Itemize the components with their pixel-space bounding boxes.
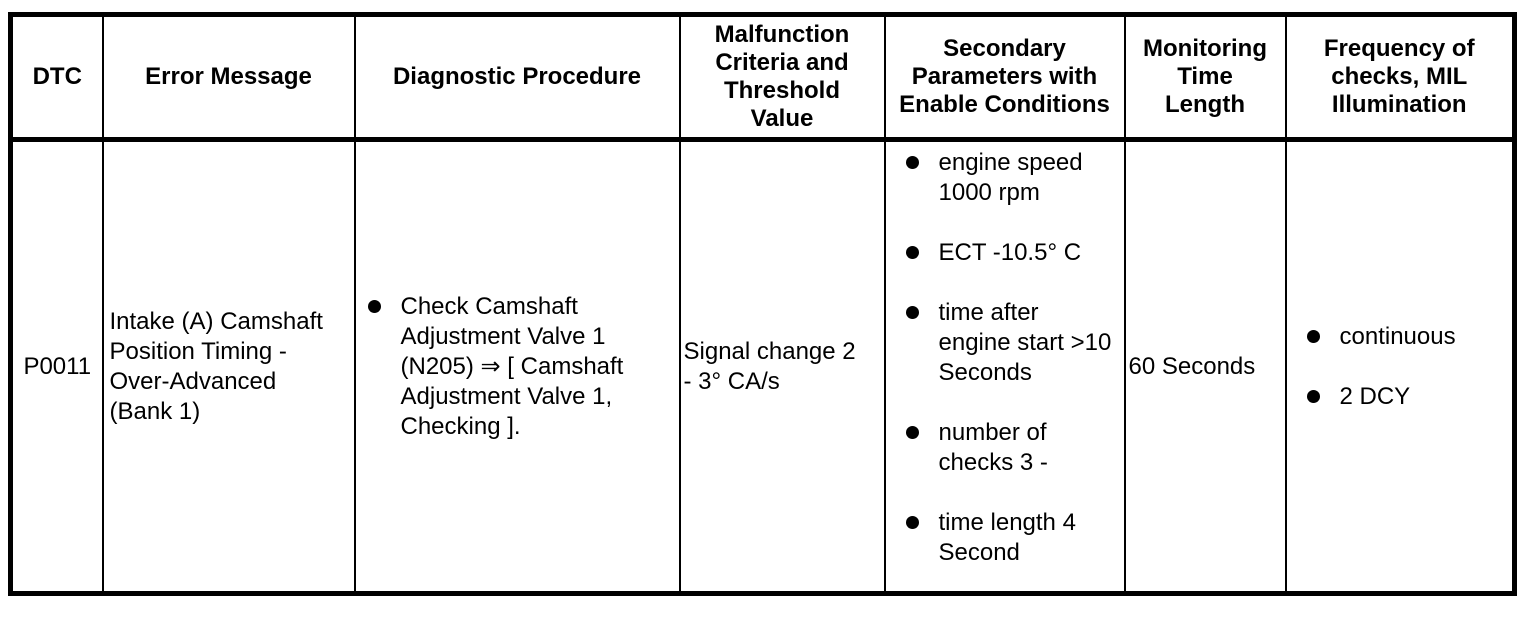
monitoring-time-text: 60 Seconds [1128,352,1256,380]
error-message-text: Intake (A) Camshaft Position Timing - Ov… [109,307,323,425]
cell-dtc: P0011 [11,140,103,594]
bullet-marker [905,516,919,529]
col-header-monitoring-time: Monitoring Time Length [1123,14,1286,142]
secondary-parameter-text: time after engine start >10 Seconds [938,299,1112,386]
col-header-diagnostic-procedure: Diagnostic Procedure [353,14,680,142]
frequency-text: 2 DCY [1339,382,1411,410]
secondary-parameter-text: engine speed 1000 rpm [938,149,1083,206]
bullet-marker [367,299,381,313]
frequency-item: continuous [1306,322,1509,352]
bullet-marker [905,156,919,169]
secondary-parameter-text: time length 4 Second [938,509,1076,566]
malfunction-criteria-text: Signal change 2 - 3° CA/s [683,337,856,395]
col-header-dtc: DTC [10,14,103,142]
bullet-marker [905,306,919,319]
dtc-diagnostic-table: DTC Error Message Diagnostic Procedure M… [8,12,1517,596]
cell-secondary-parameters: engine speed 1000 rpm ECT -10.5° C time … [883,139,1125,594]
cell-frequency-of-checks: continuous 2 DCY [1284,139,1515,594]
cell-diagnostic-procedure: Check Camshaft Adjustment Valve 1 (N205)… [353,139,680,594]
col-header-error-message: Error Message [101,14,355,142]
bullet-marker [905,246,919,259]
frequency-text: continuous [1339,322,1456,350]
cell-monitoring-time: 60 Seconds [1123,139,1286,594]
frequency-item: 2 DCY [1306,382,1509,412]
bullet-marker [1306,329,1320,343]
table-header: DTC Error Message Diagnostic Procedure M… [10,14,1515,142]
bullet-marker [905,426,919,439]
dtc-code: P0011 [23,352,92,380]
secondary-parameter-item: ECT -10.5° C [905,238,1122,268]
secondary-parameter-item: engine speed 1000 rpm [905,148,1122,208]
diagnostic-procedure-text: Check Camshaft Adjustment Valve 1 (N205)… [400,292,624,440]
diagnostic-procedure-item: Check Camshaft Adjustment Valve 1 (N205)… [367,292,675,442]
header-row: DTC Error Message Diagnostic Procedure M… [10,14,1515,142]
secondary-parameter-item: number of checks 3 - [905,418,1122,478]
col-header-malfunction-criteria: Malfunction Criteria and Threshold Value [678,14,885,142]
secondary-parameter-item: time length 4 Second [905,508,1122,568]
secondary-parameter-text: ECT -10.5° C [938,239,1082,266]
cell-malfunction-criteria: Signal change 2 - 3° CA/s [678,139,885,594]
table-body: P0011 Intake (A) Camshaft Position Timin… [11,139,1515,594]
bullet-marker [1306,389,1320,403]
col-header-frequency-of-checks: Frequency of checks, MIL Illumination [1284,14,1515,142]
col-header-secondary-parameters: Secondary Parameters with Enable Conditi… [883,14,1125,142]
secondary-parameter-text: number of checks 3 - [938,419,1048,476]
secondary-parameter-item: time after engine start >10 Seconds [905,298,1122,388]
cell-error-message: Intake (A) Camshaft Position Timing - Ov… [101,139,355,594]
table-row-p0011: P0011 Intake (A) Camshaft Position Timin… [11,139,1515,594]
